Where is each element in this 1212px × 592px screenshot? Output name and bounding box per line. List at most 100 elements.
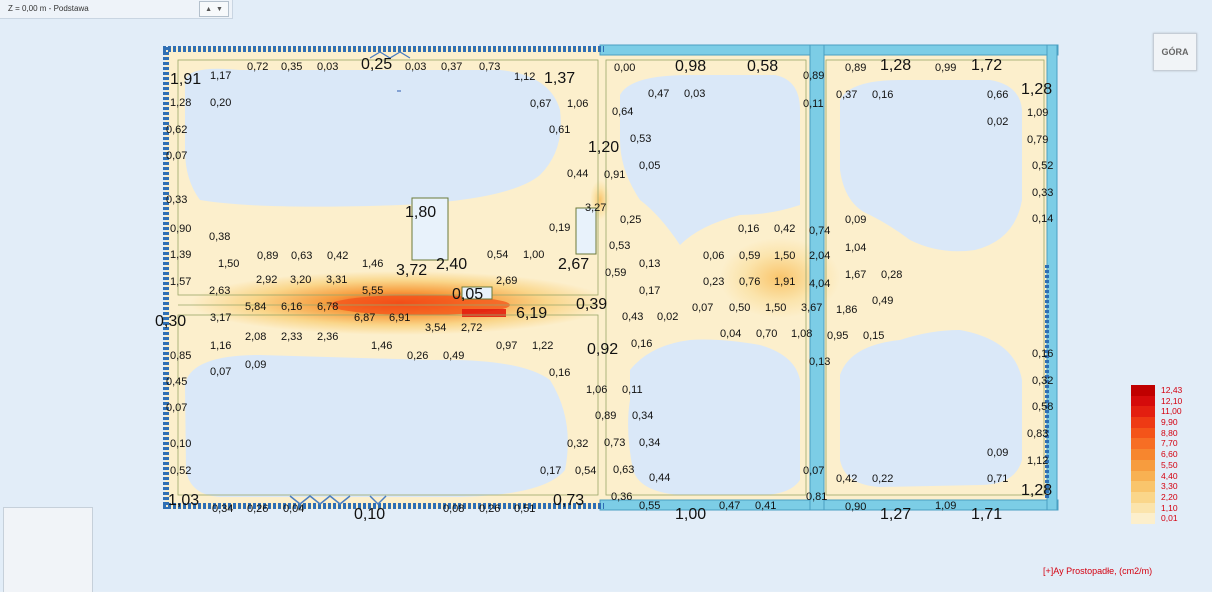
legend-label: 12,10 xyxy=(1161,395,1183,406)
value-label: 0,03 xyxy=(405,61,426,73)
value-label: 0,44 xyxy=(649,472,670,484)
legend-caption: [+]Ay Prostopadłe, (cm2/m) xyxy=(1043,566,1153,576)
value-label: 0,34 xyxy=(212,503,233,515)
legend-swatch xyxy=(1131,502,1155,514)
beam-vertical xyxy=(809,44,825,511)
value-label: 5,84 xyxy=(245,301,266,313)
legend-swatch xyxy=(1131,449,1155,460)
value-label: 0,53 xyxy=(609,240,630,252)
support-marks xyxy=(289,495,387,506)
value-label: 0,06 xyxy=(703,250,724,262)
legend-row: 6,60 xyxy=(1131,449,1191,460)
value-label: 1,12 xyxy=(514,71,535,83)
value-label: 0,90 xyxy=(845,501,866,513)
value-label: 0,19 xyxy=(549,222,570,234)
color-legend: 12,43 12,10 11,00 9,90 8,80 7,70 6,60 5,50 4,40 3… xyxy=(1131,385,1191,524)
value-label: 1,80 xyxy=(405,204,436,221)
value-label: 0,04 xyxy=(283,503,304,515)
value-label: 0,59 xyxy=(739,250,760,262)
value-label: 0,14 xyxy=(1032,213,1053,225)
value-label: 0,35 xyxy=(281,61,302,73)
value-label: 1,28 xyxy=(1021,482,1052,499)
value-label: 1,50 xyxy=(218,258,239,270)
legend-row: 4,40 xyxy=(1131,470,1191,482)
value-label: 0,52 xyxy=(1032,160,1053,172)
value-label: 0,49 xyxy=(872,295,893,307)
legend-swatch xyxy=(1131,417,1155,428)
value-label: 0,04 xyxy=(720,328,741,340)
legend-label: 2,20 xyxy=(1161,491,1178,502)
axis-indicator-panel xyxy=(3,507,93,592)
low-zone xyxy=(840,80,1022,252)
value-label: 0,47 xyxy=(648,88,669,100)
bay-outline xyxy=(825,59,1045,496)
value-label: 0,42 xyxy=(836,473,857,485)
spin-down-icon[interactable]: ▼ xyxy=(216,5,223,13)
value-label: 0,53 xyxy=(630,133,651,145)
value-label: 0,54 xyxy=(487,249,508,261)
value-label: 0,03 xyxy=(317,61,338,73)
value-label: 0,10 xyxy=(354,506,385,523)
legend-row: 7,70 xyxy=(1131,438,1191,450)
value-label: 2,69 xyxy=(496,275,517,287)
view-top-button[interactable]: GÓRA xyxy=(1153,33,1197,71)
legend-label: 1,10 xyxy=(1161,502,1178,513)
legend-swatch xyxy=(1131,427,1155,439)
value-label: 0,08 xyxy=(443,503,464,515)
opening xyxy=(461,286,493,300)
value-label: 0,91 xyxy=(604,169,625,181)
value-label: 1,86 xyxy=(836,304,857,316)
value-label: 1,28 xyxy=(1021,81,1052,98)
low-zone xyxy=(840,330,1022,487)
level-spinner[interactable]: ▲ ▼ xyxy=(199,1,229,17)
value-label: 0,33 xyxy=(1032,187,1053,199)
low-zone xyxy=(620,75,800,245)
value-label: 0,73 xyxy=(479,61,500,73)
value-label: 0,72 xyxy=(247,61,268,73)
value-label: 2,08 xyxy=(245,331,266,343)
value-label: 1,50 xyxy=(765,302,786,314)
value-label: 1,20 xyxy=(588,139,619,156)
value-label: 1,27 xyxy=(880,506,911,523)
value-label: 0,62 xyxy=(166,124,187,136)
value-label: 0,26 xyxy=(407,350,428,362)
value-label: 0,26 xyxy=(479,503,500,515)
hot-strip xyxy=(462,309,506,317)
value-label: 0,89 xyxy=(257,250,278,262)
value-label: 6,87 xyxy=(354,312,375,324)
value-label: 0,07 xyxy=(210,366,231,378)
spin-up-icon[interactable]: ▲ xyxy=(205,5,212,13)
value-label: 0,64 xyxy=(612,106,633,118)
legend-swatch xyxy=(1131,513,1155,524)
legend-label: 6,60 xyxy=(1161,449,1178,460)
value-label: 0,89 xyxy=(803,70,824,82)
value-label: 1,04 xyxy=(845,242,866,254)
value-label: 0,41 xyxy=(755,500,776,512)
value-label: 0,16 xyxy=(631,338,652,350)
value-label: 0,61 xyxy=(549,124,570,136)
value-label: 3,72 xyxy=(396,262,427,279)
value-label: 3,31 xyxy=(326,274,347,286)
value-label: 1,22 xyxy=(532,340,553,352)
opening xyxy=(575,207,597,255)
value-label: 1,28 xyxy=(170,97,191,109)
value-label: 0,59 xyxy=(605,267,626,279)
legend-row: 12,43 xyxy=(1131,385,1191,396)
value-label: 0,15 xyxy=(863,330,884,342)
value-label: 0,13 xyxy=(809,356,830,368)
legend-swatch xyxy=(1131,395,1155,407)
value-label: 1,39 xyxy=(170,249,191,261)
legend-row: 2,20 xyxy=(1131,491,1191,503)
value-label: 0,26 xyxy=(247,503,268,515)
legend-row: 8,80 xyxy=(1131,427,1191,439)
value-label: 0,07 xyxy=(166,150,187,162)
bay-outline xyxy=(605,59,807,496)
legend-swatch xyxy=(1131,406,1155,418)
value-label: 0,70 xyxy=(756,328,777,340)
value-label: 1,12 xyxy=(1027,455,1048,467)
value-label: 0,05 xyxy=(639,160,660,172)
value-label: 0,58 xyxy=(747,58,778,75)
value-label: 5,55 xyxy=(362,285,383,297)
